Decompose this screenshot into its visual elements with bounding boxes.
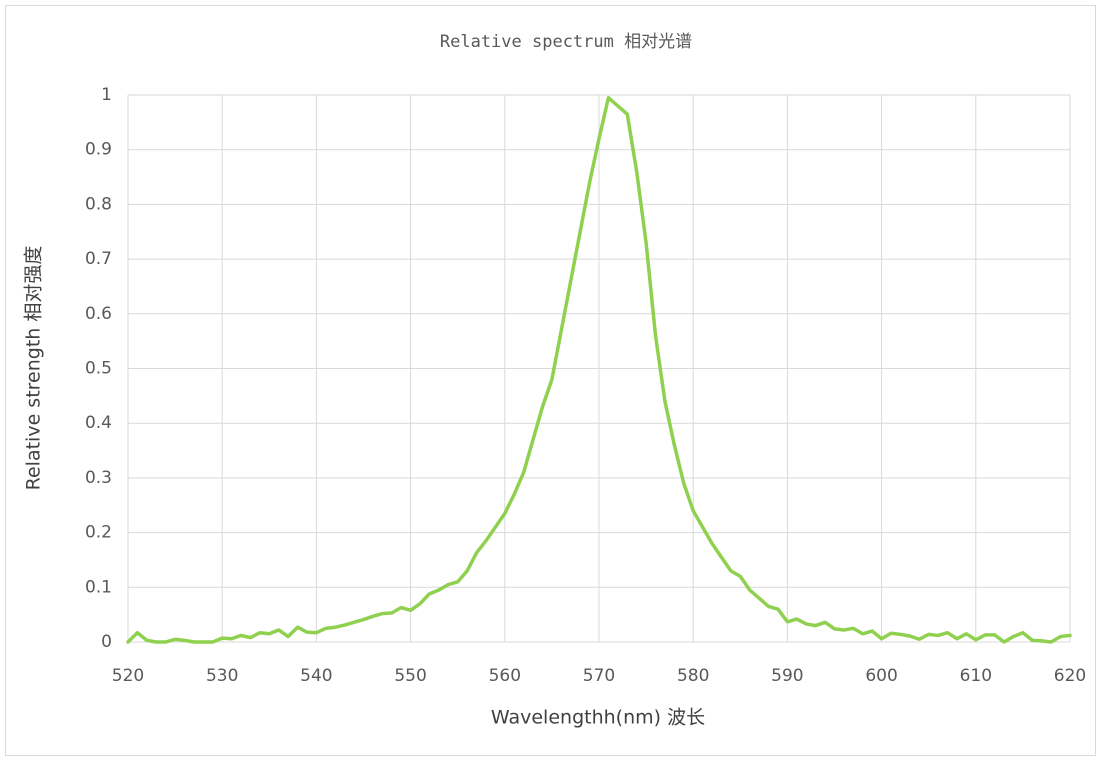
y-tick-label: 0.6 xyxy=(85,304,112,324)
y-tick-label: 0.7 xyxy=(85,249,112,269)
x-tick-label: 610 xyxy=(960,666,992,686)
x-tick-label: 600 xyxy=(865,666,897,686)
y-axis-label: Relative strength 相对强度 xyxy=(23,246,45,491)
x-tick-label: 590 xyxy=(771,666,803,686)
x-tick-label: 520 xyxy=(112,666,144,686)
data-line xyxy=(126,95,1072,644)
y-tick-label: 0.4 xyxy=(85,413,112,433)
x-tick-label: 560 xyxy=(489,666,521,686)
x-tick-label: 540 xyxy=(300,666,332,686)
y-tick-label: 0.9 xyxy=(85,140,112,160)
x-tick-label: 570 xyxy=(583,666,615,686)
x-tick-label: 580 xyxy=(677,666,709,686)
y-tick-label: 0.3 xyxy=(85,468,112,488)
y-tick-label: 0.8 xyxy=(85,194,112,214)
y-tick-label: 0 xyxy=(101,632,112,652)
x-tick-label: 620 xyxy=(1054,666,1086,686)
y-tick-label: 0.5 xyxy=(85,359,112,379)
x-tick-label: 550 xyxy=(394,666,426,686)
x-axis-label: Wavelengthh(nm) 波长 xyxy=(491,707,705,729)
y-tick-label: 0.1 xyxy=(85,577,112,597)
x-tick-label: 530 xyxy=(206,666,238,686)
chart-title: Relative spectrum 相对光谱 xyxy=(440,32,692,52)
y-tick-label: 0.2 xyxy=(85,523,112,543)
y-tick-label: 1 xyxy=(101,85,112,105)
